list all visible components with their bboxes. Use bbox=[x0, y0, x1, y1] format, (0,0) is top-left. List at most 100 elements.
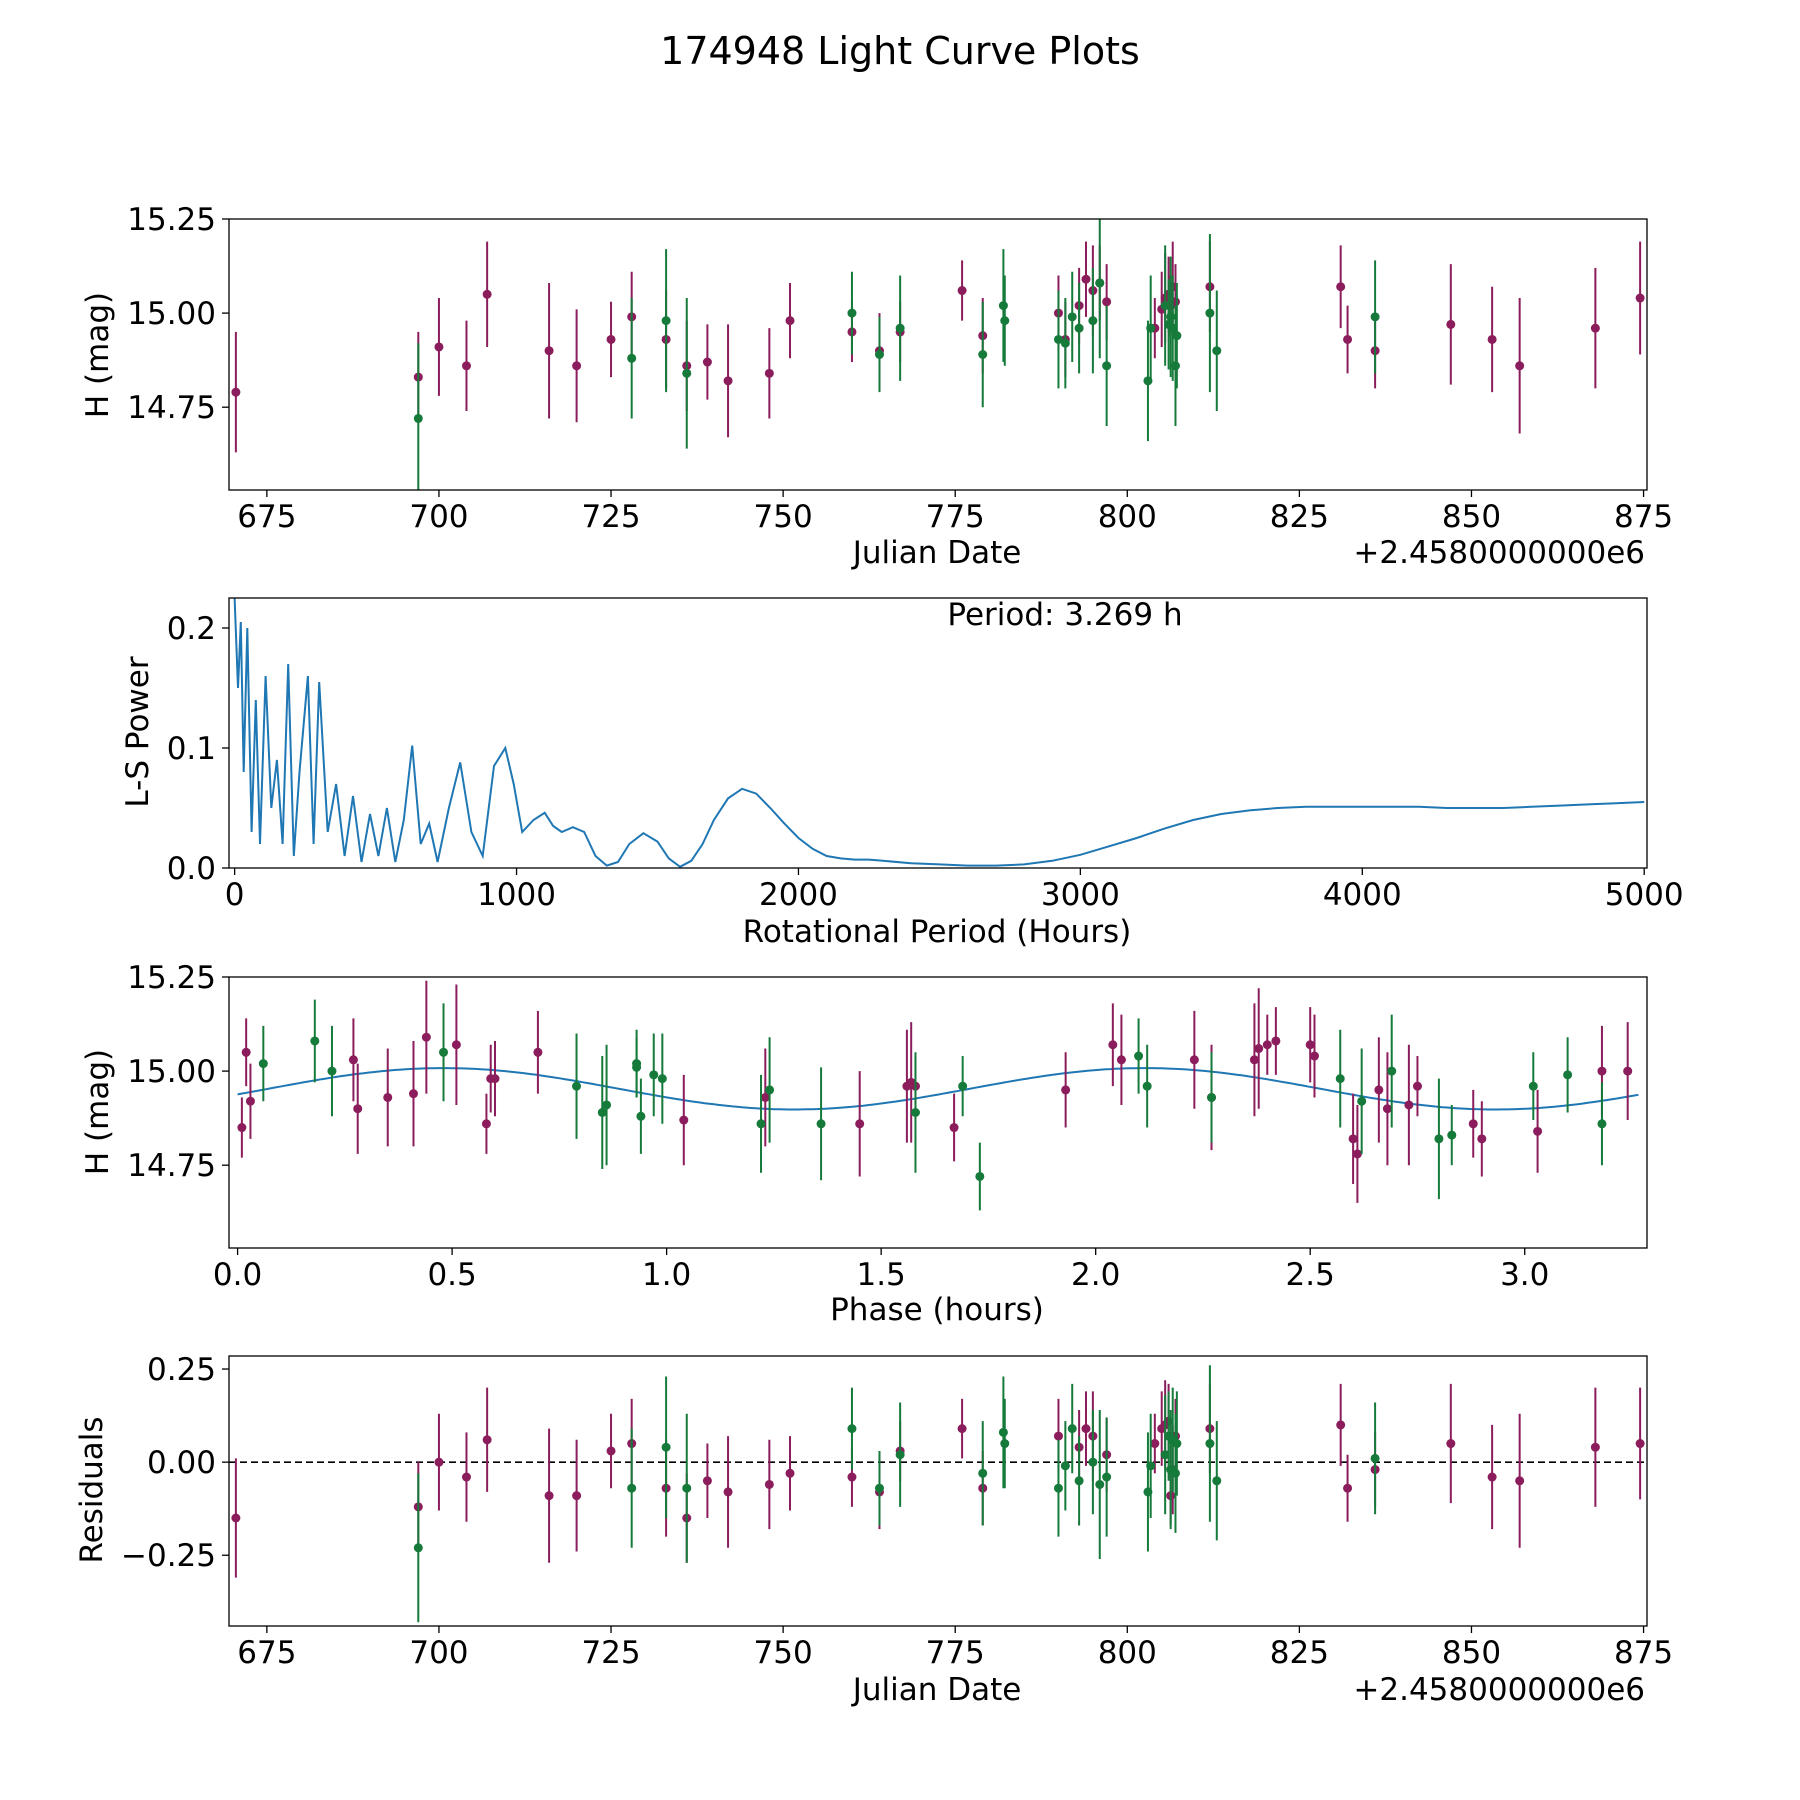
lightcurve-x-tick-label: 675 bbox=[237, 499, 296, 535]
lightcurve-x-tick-label: 850 bbox=[1442, 499, 1501, 535]
phase-plot-area: 0.0 0.5 1.0 1.5 2.0 2.5 3.0 14.75 15.00 15.25 bbox=[127, 960, 1648, 1293]
phase-data-point bbox=[1254, 1044, 1264, 1054]
residuals-x-tick-label: 725 bbox=[581, 1635, 640, 1671]
residuals-x-axis-label: Julian Date bbox=[851, 1672, 1022, 1708]
lightcurve-data-point bbox=[572, 361, 582, 371]
residuals-data-point bbox=[1172, 1439, 1182, 1449]
residuals-x-tick-label: 850 bbox=[1442, 1635, 1501, 1671]
phase-x-tick-label: 3.0 bbox=[1500, 1257, 1549, 1293]
phase-x-tick-label: 2.5 bbox=[1286, 1257, 1335, 1293]
lightcurve-data-point bbox=[1170, 361, 1180, 371]
residuals-data-point bbox=[1060, 1461, 1070, 1471]
periodogram-x-tick-label: 5000 bbox=[1605, 877, 1684, 913]
lightcurve-data-point bbox=[1053, 334, 1063, 344]
lightcurve-x-tick-label: 875 bbox=[1614, 499, 1673, 535]
phase-data-point bbox=[1189, 1055, 1199, 1065]
phase-data-point bbox=[490, 1074, 500, 1084]
periodogram-x-tick-label: 1000 bbox=[477, 877, 556, 913]
phase-data-point bbox=[816, 1119, 826, 1129]
lightcurve-data-point bbox=[847, 308, 857, 318]
periodogram-y-tick-label: 0.0 bbox=[167, 851, 216, 887]
phase-data-point bbox=[1352, 1149, 1362, 1159]
phase-data-point bbox=[383, 1092, 393, 1102]
phase-y-axis-label: H (mag) bbox=[80, 1049, 116, 1175]
lightcurve-panel: 675 700 725 750 775 800 825 850 875 14.75 15.00 15.… bbox=[80, 202, 1673, 571]
lightcurve-data-point bbox=[1081, 274, 1091, 284]
phase-x-tick-label: 2.0 bbox=[1071, 1257, 1120, 1293]
lightcurve-data-point bbox=[1060, 338, 1070, 348]
residuals-data-point bbox=[1336, 1420, 1346, 1430]
lightcurve-data-point bbox=[1160, 301, 1170, 311]
lightcurve-x-offset-label: +2.4580000000e6 bbox=[1353, 535, 1645, 571]
phase-data-point bbox=[1434, 1134, 1444, 1144]
phase-data-point bbox=[1528, 1081, 1538, 1091]
phase-data-point bbox=[1335, 1074, 1345, 1084]
phase-panel: 0.0 0.5 1.0 1.5 2.0 2.5 3.0 14.75 15.00 15.25 Pha… bbox=[80, 960, 1648, 1328]
phase-data-point bbox=[1563, 1070, 1573, 1080]
residuals-data-point bbox=[1487, 1472, 1497, 1482]
phase-data-point bbox=[421, 1032, 431, 1042]
residuals-data-point bbox=[661, 1442, 671, 1452]
phase-data-point bbox=[439, 1047, 449, 1057]
periodogram-y-axis-label: L-S Power bbox=[120, 656, 156, 807]
lightcurve-data-layer bbox=[231, 219, 1645, 490]
periodogram-x-tick-label: 0 bbox=[225, 877, 245, 913]
lightcurve-x-tick-label: 825 bbox=[1270, 499, 1329, 535]
residuals-x-tick-label: 775 bbox=[926, 1635, 985, 1671]
lightcurve-frame bbox=[228, 218, 1648, 491]
lightcurve-data-point bbox=[1370, 312, 1380, 322]
lightcurve-data-point bbox=[661, 316, 671, 326]
periodogram-data-layer bbox=[233, 598, 1645, 868]
residuals-data-point bbox=[847, 1472, 857, 1482]
residuals-data-point bbox=[1635, 1439, 1645, 1449]
lightcurve-data-point bbox=[606, 334, 616, 344]
lightcurve-x-tick-label: 700 bbox=[409, 499, 468, 535]
residuals-plot-area: 675 700 725 750 775 800 825 850 875 −0.25 0.00 0.25 bbox=[121, 1352, 1673, 1671]
phase-x-tick-label: 0.5 bbox=[427, 1257, 476, 1293]
lightcurve-data-point bbox=[1102, 297, 1112, 307]
lightcurve-data-point bbox=[1590, 323, 1600, 333]
lightcurve-data-point bbox=[434, 342, 444, 352]
residuals-data-point bbox=[1205, 1439, 1215, 1449]
residuals-x-tick-label: 750 bbox=[754, 1635, 813, 1671]
phase-data-point bbox=[1597, 1119, 1607, 1129]
phase-data-point bbox=[765, 1085, 775, 1095]
periodogram-x-tick-label: 4000 bbox=[1323, 877, 1402, 913]
phase-frame bbox=[228, 976, 1648, 1249]
phase-data-point bbox=[756, 1119, 766, 1129]
residuals-data-point bbox=[702, 1476, 712, 1486]
lightcurve-data-point bbox=[1487, 334, 1497, 344]
lightcurve-data-point bbox=[998, 301, 1008, 311]
phase-data-point bbox=[760, 1092, 770, 1102]
phase-data-point bbox=[1134, 1051, 1144, 1061]
phase-data-point bbox=[1468, 1119, 1478, 1129]
phase-data-point bbox=[1271, 1036, 1281, 1046]
phase-data-point bbox=[649, 1070, 659, 1080]
phase-data-point bbox=[348, 1055, 358, 1065]
residuals-x-offset-label: +2.4580000000e6 bbox=[1353, 1672, 1645, 1708]
residuals-data-point bbox=[1590, 1442, 1600, 1452]
phase-data-point bbox=[1412, 1081, 1422, 1091]
phase-data-point bbox=[1533, 1126, 1543, 1136]
phase-x-tick-label: 1.0 bbox=[642, 1257, 691, 1293]
lightcurve-x-tick-label: 775 bbox=[926, 499, 985, 535]
phase-data-point bbox=[1597, 1066, 1607, 1076]
lightcurve-data-point bbox=[413, 413, 423, 423]
residuals-data-layer bbox=[229, 1365, 1647, 1623]
phase-data-point bbox=[451, 1040, 461, 1050]
phase-y-tick-label: 14.75 bbox=[127, 1148, 216, 1184]
periodogram-frame bbox=[228, 597, 1648, 869]
lightcurve-data-point bbox=[482, 289, 492, 299]
residuals-data-point bbox=[1160, 1450, 1170, 1460]
lightcurve-x-tick-label: 750 bbox=[754, 499, 813, 535]
periodogram-y-tick-label: 0.2 bbox=[167, 611, 216, 647]
period-annotation: Period: 3.269 h bbox=[947, 597, 1182, 633]
lightcurve-y-tick-label: 14.75 bbox=[127, 390, 216, 426]
periodogram-panel: 0 1000 2000 3000 4000 5000 0.0 0.1 0.2 Period: 3… bbox=[120, 597, 1684, 950]
phase-data-point bbox=[327, 1066, 337, 1076]
residuals-data-point bbox=[413, 1543, 423, 1553]
residuals-data-point bbox=[434, 1457, 444, 1467]
lightcurve-data-point bbox=[1166, 312, 1176, 322]
residuals-data-point bbox=[785, 1468, 795, 1478]
